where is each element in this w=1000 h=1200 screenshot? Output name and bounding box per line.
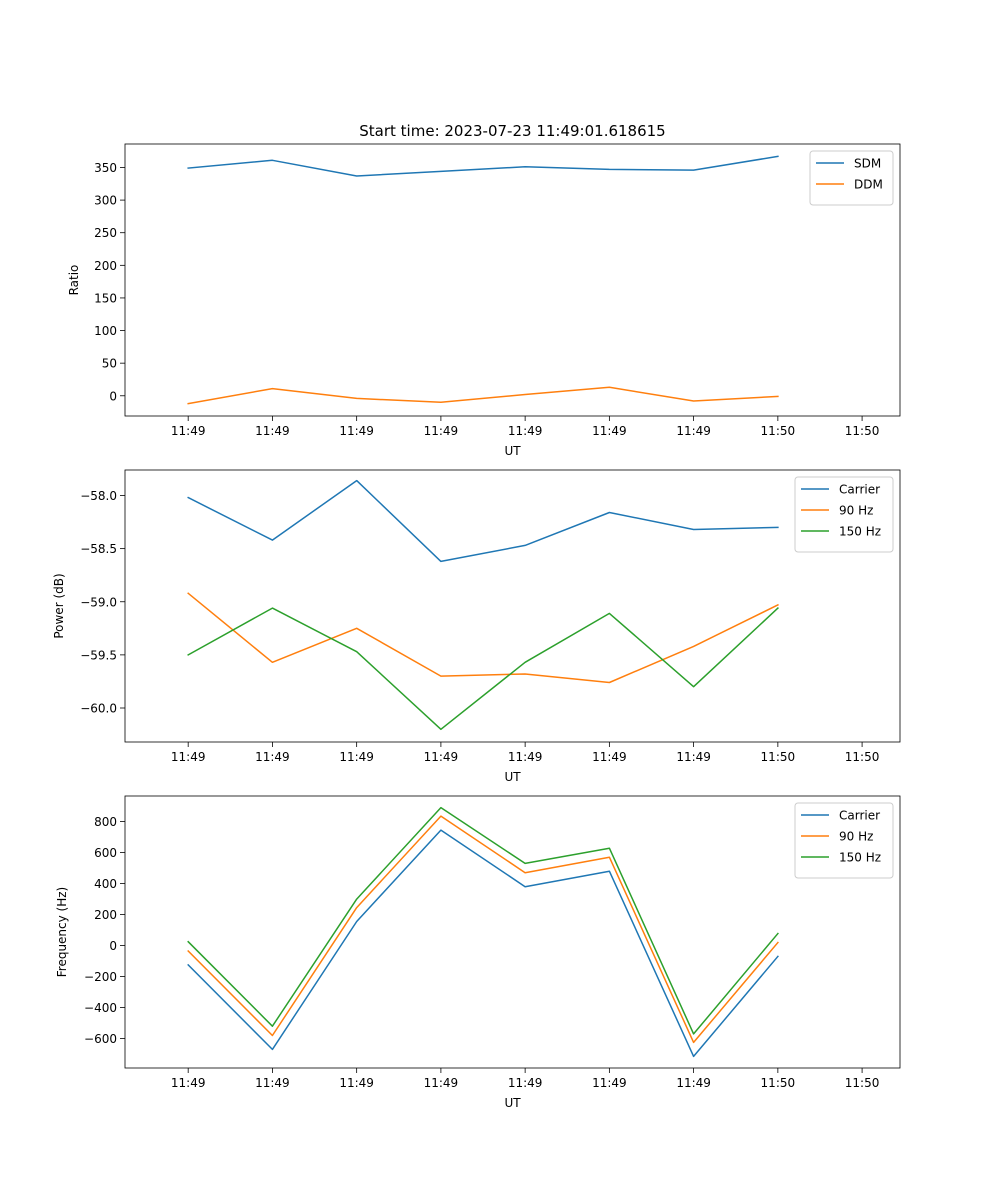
ratio-y-tick-label: 350 bbox=[94, 161, 117, 175]
power-y-axis-label: Power (dB) bbox=[52, 573, 66, 638]
frequency-x-tick-label: 11:49 bbox=[508, 1076, 543, 1090]
figure: Start time: 2023-07-23 11:49:01.618615 1… bbox=[0, 0, 1000, 1200]
frequency-x-tick-label: 11:49 bbox=[676, 1076, 711, 1090]
ratio-y-axis-label: Ratio bbox=[67, 265, 81, 296]
power-x-tick-label: 11:49 bbox=[339, 750, 374, 764]
frequency-legend-label: 150 Hz bbox=[839, 851, 881, 865]
frequency-y-tick-label: 800 bbox=[94, 815, 117, 829]
ratio-y-tick-label: 150 bbox=[94, 291, 117, 305]
frequency-x-tick-label: 11:49 bbox=[339, 1076, 374, 1090]
power-legend-label: Carrier bbox=[839, 483, 880, 497]
frequency-legend-label: 90 Hz bbox=[839, 830, 873, 844]
frequency-y-tick-label: 600 bbox=[94, 846, 117, 860]
ratio-x-tick-label: 11:49 bbox=[508, 424, 543, 438]
ratio-x-tick-label: 11:50 bbox=[845, 424, 880, 438]
frequency-y-tick-label: 200 bbox=[94, 908, 117, 922]
power-x-tick-label: 11:49 bbox=[424, 750, 459, 764]
frequency-y-tick-label: 400 bbox=[94, 877, 117, 891]
frequency-x-tick-label: 11:49 bbox=[171, 1076, 206, 1090]
power-x-tick-label: 11:49 bbox=[592, 750, 627, 764]
power-y-tick-label: −58.5 bbox=[80, 542, 117, 556]
frequency-y-axis-label: Frequency (Hz) bbox=[55, 887, 69, 978]
power-x-tick-label: 11:49 bbox=[676, 750, 711, 764]
power-legend-label: 90 Hz bbox=[839, 504, 873, 518]
figure-title: Start time: 2023-07-23 11:49:01.618615 bbox=[359, 122, 665, 140]
ratio-y-tick-label: 0 bbox=[109, 389, 117, 403]
power-x-tick-label: 11:50 bbox=[845, 750, 880, 764]
frequency-y-tick-label: −600 bbox=[84, 1032, 117, 1046]
power-y-tick-label: −59.0 bbox=[80, 595, 117, 609]
power-x-axis-label: UT bbox=[504, 770, 521, 784]
frequency-x-tick-label: 11:49 bbox=[424, 1076, 459, 1090]
ratio-legend-label: DDM bbox=[854, 178, 883, 192]
ratio-x-tick-label: 11:50 bbox=[761, 424, 796, 438]
ratio-legend-label: SDM bbox=[854, 157, 881, 171]
power-x-tick-label: 11:50 bbox=[761, 750, 796, 764]
frequency-x-tick-label: 11:49 bbox=[592, 1076, 627, 1090]
frequency-y-tick-label: −200 bbox=[84, 970, 117, 984]
frequency-y-tick-label: 0 bbox=[109, 939, 117, 953]
ratio-x-tick-label: 11:49 bbox=[592, 424, 627, 438]
power-legend: Carrier 90 Hz 150 Hz bbox=[795, 477, 893, 552]
ratio-x-axis-label: UT bbox=[504, 444, 521, 458]
frequency-x-tick-label: 11:50 bbox=[761, 1076, 796, 1090]
frequency-x-tick-label: 11:50 bbox=[845, 1076, 880, 1090]
ratio-x-tick-label: 11:49 bbox=[255, 424, 290, 438]
power-x-tick-label: 11:49 bbox=[171, 750, 206, 764]
power-legend-label: 150 Hz bbox=[839, 525, 881, 539]
ratio-y-tick-label: 200 bbox=[94, 259, 117, 273]
frequency-x-tick-label: 11:49 bbox=[255, 1076, 290, 1090]
ratio-x-tick-label: 11:49 bbox=[424, 424, 459, 438]
ratio-x-tick-label: 11:49 bbox=[171, 424, 206, 438]
power-y-tick-label: −60.0 bbox=[80, 702, 117, 716]
power-x-tick-label: 11:49 bbox=[508, 750, 543, 764]
power-x-tick-label: 11:49 bbox=[255, 750, 290, 764]
ratio-y-tick-label: 100 bbox=[94, 324, 117, 338]
ratio-x-tick-label: 11:49 bbox=[676, 424, 711, 438]
power-y-tick-label: −58.0 bbox=[80, 489, 117, 503]
frequency-legend-label: Carrier bbox=[839, 809, 880, 823]
ratio-x-tick-label: 11:49 bbox=[339, 424, 374, 438]
frequency-x-axis-label: UT bbox=[504, 1096, 521, 1110]
power-y-tick-label: −59.5 bbox=[80, 648, 117, 662]
ratio-y-tick-label: 50 bbox=[102, 357, 117, 371]
frequency-y-tick-label: −400 bbox=[84, 1001, 117, 1015]
frequency-legend: Carrier 90 Hz 150 Hz bbox=[795, 803, 893, 878]
ratio-y-tick-label: 250 bbox=[94, 226, 117, 240]
ratio-legend: SDM DDM bbox=[810, 151, 893, 205]
ratio-y-tick-label: 300 bbox=[94, 194, 117, 208]
